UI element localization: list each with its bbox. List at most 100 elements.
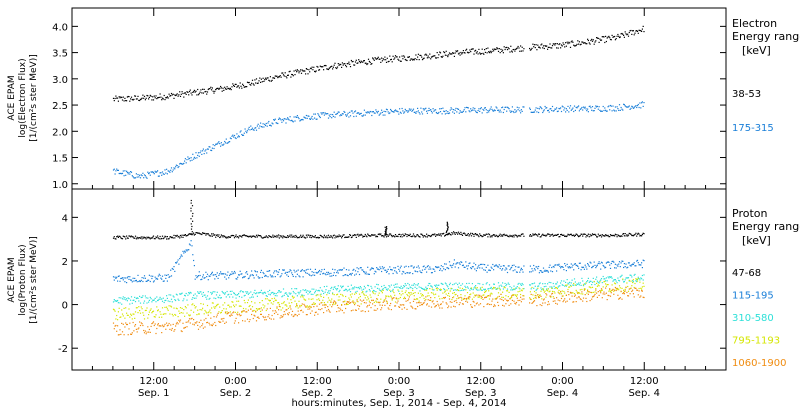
- data-point: [410, 235, 412, 237]
- data-point: [556, 283, 558, 285]
- data-point: [185, 235, 187, 237]
- data-point: [258, 308, 260, 310]
- data-point: [299, 276, 301, 278]
- data-point: [194, 157, 196, 159]
- data-point: [555, 283, 557, 285]
- data-point: [183, 309, 185, 311]
- data-point: [165, 313, 167, 315]
- data-point: [252, 317, 254, 320]
- data-point: [476, 287, 478, 289]
- data-point: [531, 302, 533, 304]
- data-point: [497, 236, 499, 238]
- data-point: [170, 95, 172, 97]
- data-point: [643, 285, 645, 287]
- data-point: [288, 302, 290, 304]
- data-point: [460, 294, 462, 296]
- data-point: [582, 42, 585, 44]
- data-point: [587, 289, 589, 291]
- data-point: [551, 266, 553, 269]
- data-point: [305, 68, 307, 70]
- data-point: [479, 53, 482, 55]
- data-point: [320, 293, 322, 295]
- data-point: [376, 236, 379, 238]
- data-point: [498, 264, 500, 266]
- data-point: [498, 287, 500, 289]
- data-point: [391, 290, 393, 292]
- data-point: [361, 234, 363, 236]
- data-point: [409, 302, 411, 304]
- data-point: [598, 282, 600, 284]
- data-point: [441, 113, 443, 115]
- data-point: [536, 266, 538, 268]
- data-point: [157, 323, 159, 325]
- data-point: [484, 297, 486, 299]
- data-point: [624, 290, 626, 292]
- data-point: [534, 109, 536, 111]
- data-point: [188, 318, 191, 320]
- data-point: [121, 309, 123, 311]
- data-point: [439, 52, 442, 54]
- data-point: [240, 314, 242, 316]
- data-point: [245, 311, 247, 313]
- data-point: [138, 237, 140, 239]
- data-point: [225, 237, 227, 239]
- data-point: [217, 296, 219, 298]
- data-point: [496, 297, 498, 299]
- data-point: [273, 77, 276, 79]
- data-point: [491, 108, 493, 110]
- data-point: [466, 265, 468, 267]
- data-point: [397, 300, 399, 302]
- data-point: [541, 304, 543, 307]
- data-point: [633, 234, 635, 236]
- data-point: [275, 293, 277, 295]
- data-point: [383, 266, 385, 269]
- data-point: [561, 45, 563, 47]
- data-point: [279, 291, 281, 293]
- data-point: [324, 64, 326, 67]
- data-point: [424, 289, 426, 291]
- data-point: [399, 287, 401, 289]
- data-point: [157, 299, 159, 302]
- data-point: [241, 236, 243, 238]
- data-point: [435, 109, 437, 111]
- data-point: [441, 270, 443, 272]
- data-point: [354, 309, 357, 311]
- data-point: [454, 266, 456, 268]
- data-point: [272, 276, 274, 278]
- data-point: [421, 111, 423, 113]
- data-point: [238, 322, 240, 324]
- data-point: [536, 288, 538, 290]
- data-point: [291, 74, 294, 76]
- data-point: [421, 287, 423, 289]
- data-point: [486, 233, 488, 235]
- data-point: [420, 107, 422, 109]
- data-point: [362, 236, 364, 238]
- data-point: [179, 307, 182, 309]
- data-point: [333, 111, 335, 113]
- data-point: [610, 234, 612, 237]
- data-point: [218, 141, 220, 143]
- data-point: [587, 235, 589, 237]
- data-point: [628, 232, 630, 234]
- data-point: [609, 38, 612, 41]
- data-point: [205, 311, 207, 313]
- data-point: [134, 301, 137, 303]
- data-point: [451, 298, 453, 301]
- data-point: [434, 55, 436, 57]
- data-point: [176, 261, 178, 263]
- data-point: [291, 310, 294, 312]
- data-point: [243, 234, 245, 236]
- data-point: [197, 313, 200, 315]
- data-point: [265, 319, 267, 321]
- data-point: [265, 122, 267, 125]
- data-point: [548, 281, 550, 283]
- data-point: [587, 233, 589, 235]
- data-point: [207, 291, 209, 293]
- data-point: [614, 282, 616, 284]
- data-point: [290, 292, 292, 294]
- data-point: [296, 270, 298, 272]
- data-point: [221, 235, 223, 237]
- data-point: [440, 56, 442, 58]
- data-point: [487, 295, 489, 297]
- data-point: [358, 288, 361, 290]
